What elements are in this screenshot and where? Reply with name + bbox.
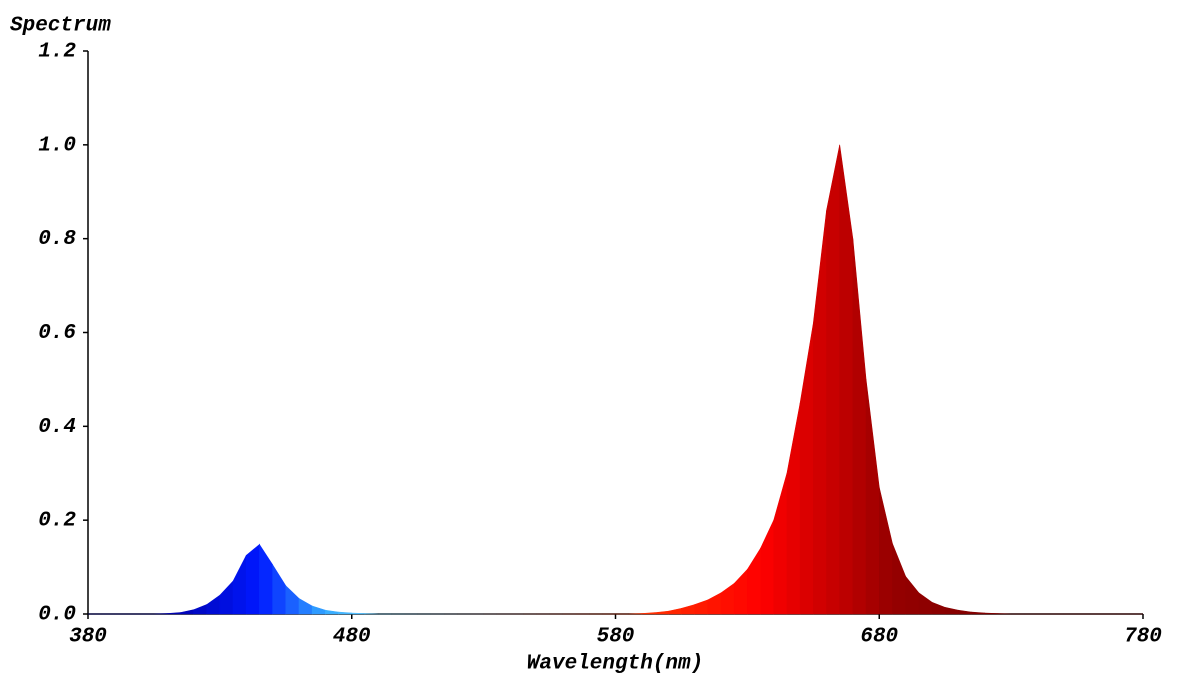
x-tick-label: 780 (1124, 626, 1162, 649)
spectrum-area-segment (865, 379, 880, 615)
spectrum-area-segment (733, 568, 748, 615)
y-tick-label: 0.2 (38, 510, 76, 533)
spectrum-area-segment (905, 575, 920, 615)
spectrum-area-segment (918, 592, 933, 615)
spectrum-area-segment (878, 487, 893, 615)
y-tick-label: 1.2 (38, 41, 76, 64)
spectrum-area-segment (944, 607, 959, 615)
spectrum-area-segment (654, 610, 669, 615)
spectrum-area-segment (206, 594, 221, 615)
spectrum-area-segment (813, 210, 827, 615)
x-tick-label: 680 (860, 626, 898, 649)
spectrum-area-segment (984, 612, 999, 615)
spectrum-area-segment (799, 323, 814, 615)
spectrum-area-segment (971, 611, 986, 615)
spectrum-area-segment (325, 609, 339, 615)
spectrum-area-segment (667, 607, 682, 615)
spectrum-area-segment (285, 585, 300, 615)
spectrum-area-segment (720, 582, 735, 615)
spectrum-area-segment (232, 555, 247, 615)
spectrum-area-segment (839, 144, 854, 615)
spectrum-area-segment (166, 612, 181, 615)
x-tick-label: 380 (69, 626, 107, 649)
y-tick-label: 1.0 (38, 134, 76, 157)
spectrum-area-segment (272, 563, 287, 615)
y-tick-label: 0.0 (38, 604, 76, 627)
x-tick-label: 580 (597, 626, 635, 649)
spectrum-area-segment (694, 599, 709, 615)
spectrum-area-segment (193, 604, 207, 615)
spectrum-area-segment (219, 580, 234, 615)
spectrum-area-segment (180, 609, 194, 615)
y-tick-label: 0.8 (38, 228, 76, 251)
chart-title: Spectrum (10, 15, 111, 38)
spectrum-area-segment (351, 612, 366, 615)
spectrum-area-segment (641, 612, 656, 615)
spectrum-area-segment (245, 543, 260, 615)
spectrum-area-segment (681, 604, 695, 615)
spectrum-area-segment (311, 605, 326, 615)
x-axis-label: Wavelength(nm) (527, 653, 703, 676)
x-tick-label: 480 (333, 626, 371, 649)
spectrum-area-segment (747, 547, 761, 615)
spectrum-area-segment (786, 402, 801, 615)
spectrum-area-segment (852, 238, 867, 615)
spectrum-area-segment (931, 601, 946, 615)
spectrum-area-segment (259, 543, 273, 615)
spectrum-area-segment (298, 598, 313, 615)
spectrum-area-segment (958, 609, 972, 615)
spectrum-area-segment (338, 611, 353, 615)
spectrum-area-segment (707, 592, 722, 615)
y-tick-label: 0.4 (38, 416, 76, 439)
spectrum-area-segment (773, 473, 788, 615)
spectrum-area-segment (826, 144, 840, 615)
y-tick-label: 0.6 (38, 322, 76, 345)
spectrum-area-segment (892, 543, 906, 615)
spectrum-area-segment (760, 520, 775, 615)
